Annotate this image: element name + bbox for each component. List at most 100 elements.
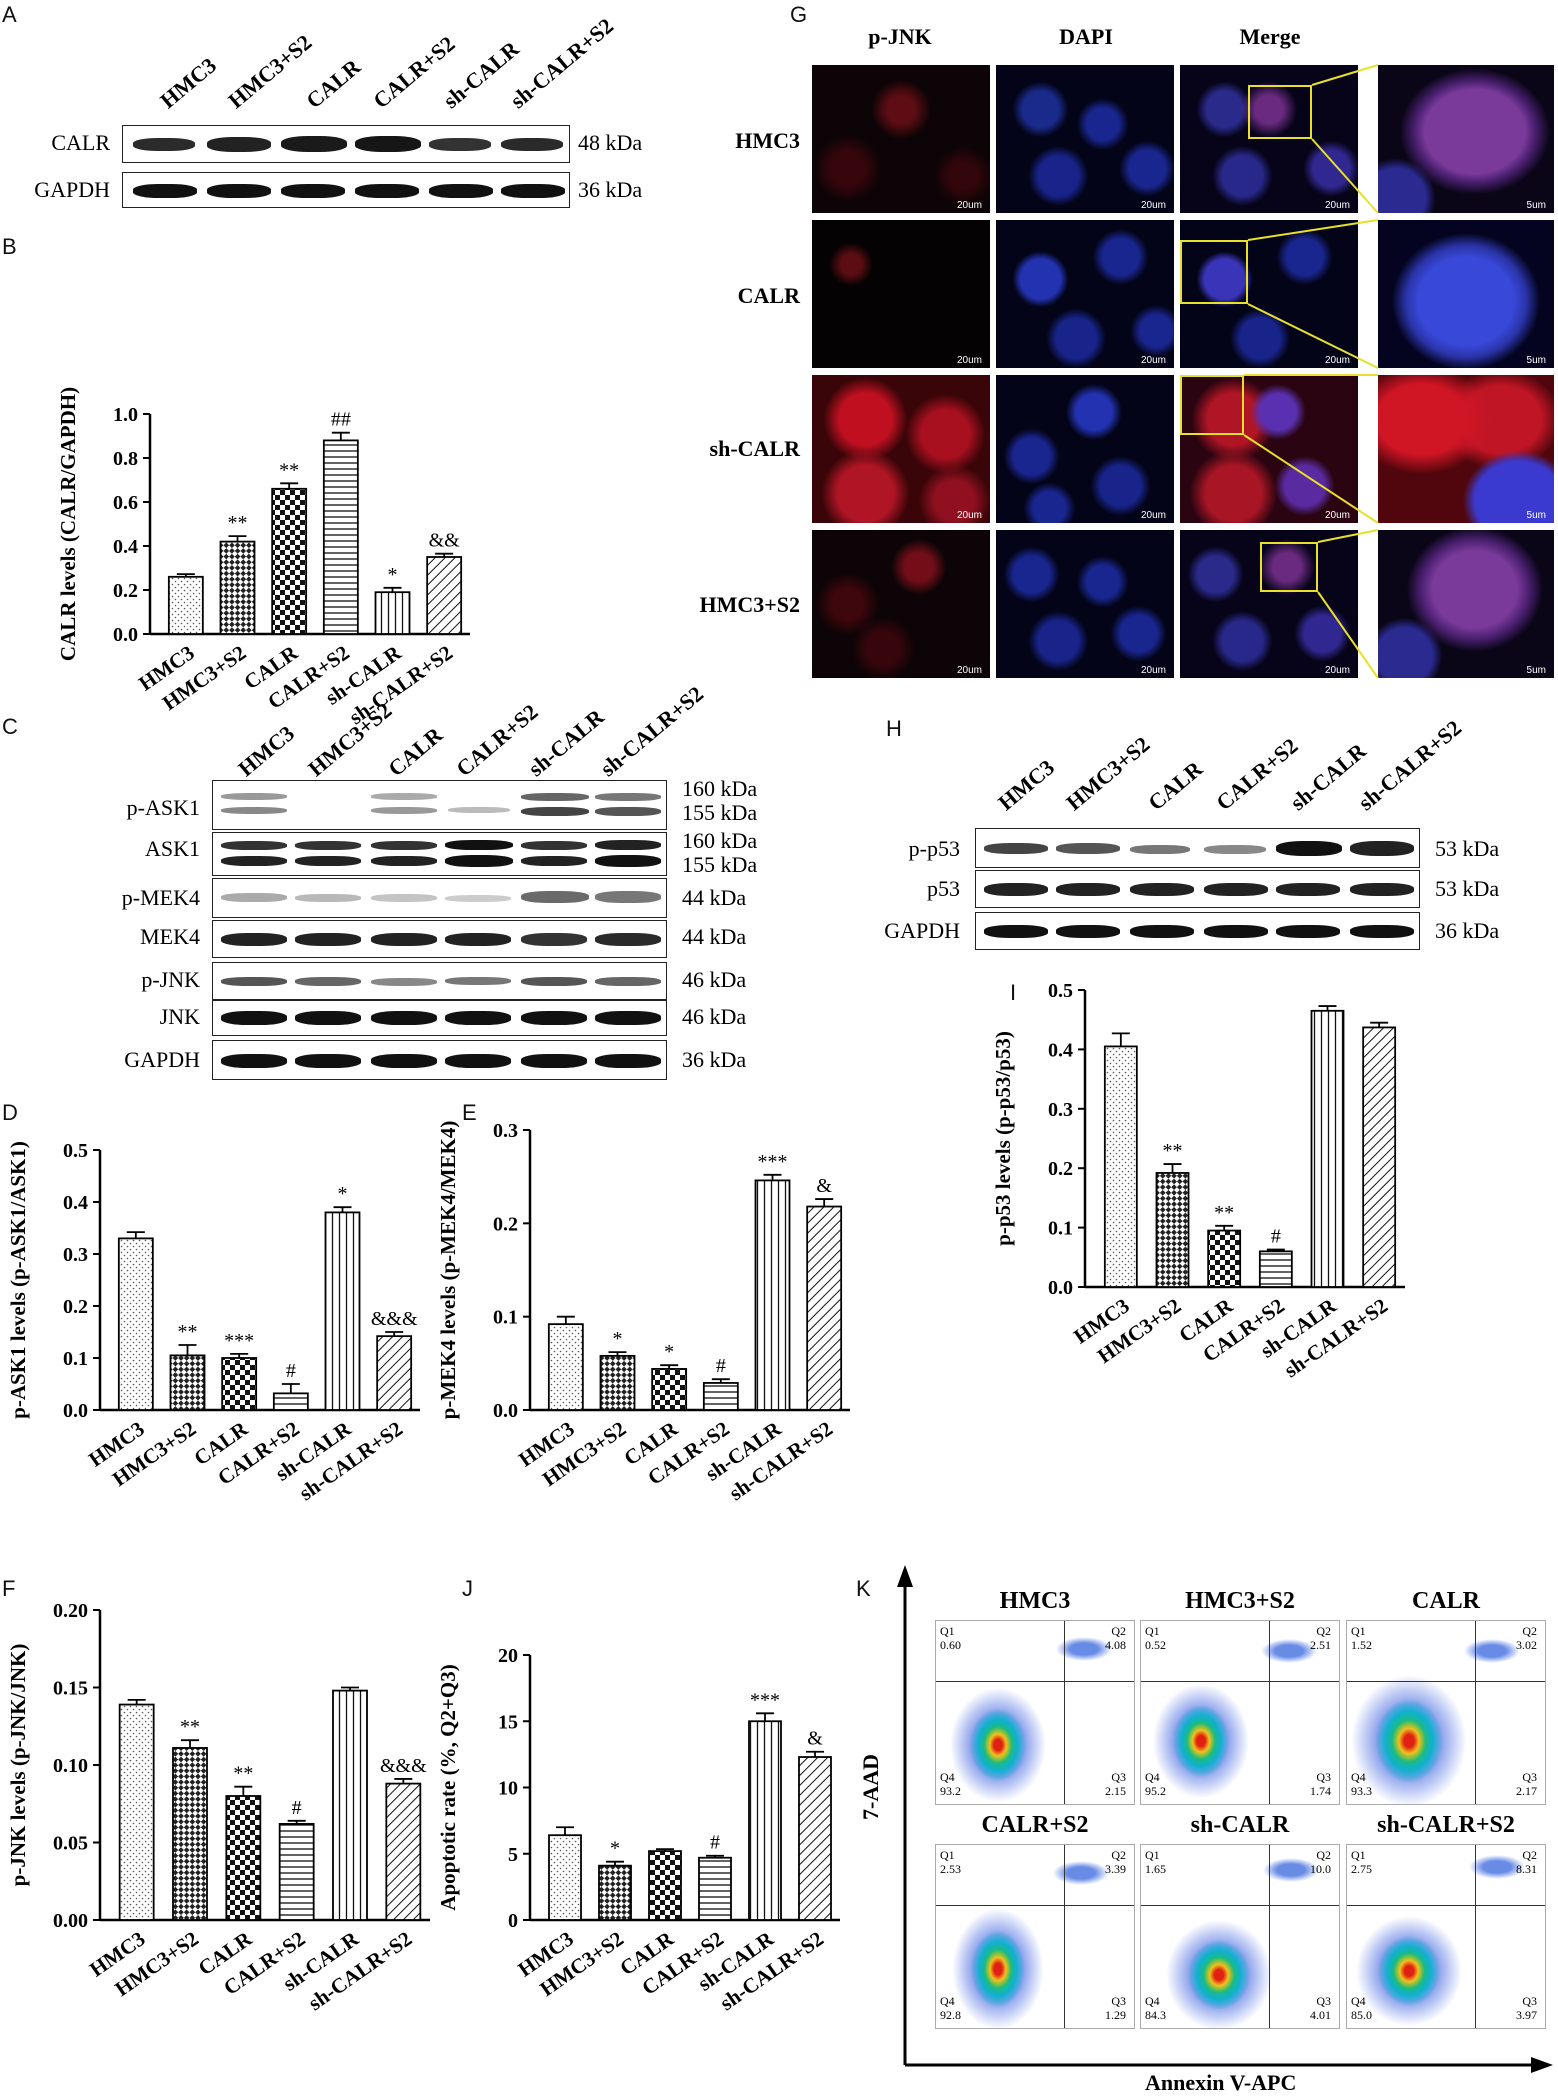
bar xyxy=(1103,1045,1138,1288)
scale-bar: 20um xyxy=(956,355,982,366)
zoom-box xyxy=(1260,542,1318,592)
quadrant-label: Q4 xyxy=(1351,1770,1366,1784)
quadrant-value: 3.97 xyxy=(1516,2008,1537,2022)
significance-label: ** xyxy=(1214,1202,1234,1224)
y-tick-label: 0.10 xyxy=(53,1755,88,1777)
blot-strip-mek4 xyxy=(212,920,667,958)
significance-label: ** xyxy=(228,512,248,534)
flow-y-label: 7-AAD xyxy=(858,1754,883,1820)
bar xyxy=(221,1357,258,1411)
significance-label: ** xyxy=(178,1321,198,1343)
quadrant-q3: Q3 2.15 xyxy=(1105,1770,1126,1798)
quadrant-q2: Q2 8.31 xyxy=(1516,1848,1537,1876)
micrograph-pjnk: 20um xyxy=(812,375,990,523)
significance-label: & xyxy=(816,1175,832,1197)
quadrant-value: 92.8 xyxy=(940,2008,961,2022)
blot-strip-p-mek4 xyxy=(212,878,667,918)
lane-label: CALR xyxy=(301,54,366,114)
quadrant-gate-vertical xyxy=(1269,1845,1270,2028)
quadrant-value: 4.01 xyxy=(1310,2008,1331,2022)
quadrant-label: Q2 xyxy=(1316,1848,1331,1862)
blot-strip-ask1 xyxy=(212,832,667,876)
micrograph-zoom: 5um xyxy=(1378,375,1554,523)
y-tick-label: 0.0 xyxy=(493,1400,518,1422)
quadrant-q4: Q4 92.8 xyxy=(940,1994,961,2022)
lane-label: HMC3 xyxy=(233,720,299,782)
micrograph-pjnk: 20um xyxy=(812,530,990,678)
quadrant-value: 93.2 xyxy=(940,1784,961,1798)
lane-label: sh-CALR+S2 xyxy=(505,12,619,114)
y-tick-label: 0.1 xyxy=(1048,1218,1073,1240)
significance-label: ** xyxy=(1163,1140,1183,1162)
scale-bar: 20um xyxy=(1324,510,1350,521)
bar xyxy=(219,540,256,635)
row-label: CALR xyxy=(737,283,800,308)
quadrant-q1: Q1 1.65 xyxy=(1145,1848,1166,1876)
bar xyxy=(172,1747,208,1921)
blot-kda: 48 kDa xyxy=(578,130,643,155)
quadrant-q1: Q1 2.75 xyxy=(1351,1848,1372,1876)
y-tick-label: 5 xyxy=(508,1844,518,1866)
panel-letter-b: B xyxy=(2,234,17,259)
y-axis-label: p-ASK1 levels (p-ASK1/ASK1) xyxy=(6,1141,30,1419)
bar xyxy=(1362,1026,1397,1288)
bar xyxy=(1207,1229,1242,1288)
quadrant-q4: Q4 84.3 xyxy=(1145,1994,1166,2022)
quadrant-label: Q1 xyxy=(940,1848,955,1862)
flow-plot: Q1 1.65 Q2 10.0 Q4 84.3 Q3 4.01 xyxy=(1140,1844,1340,2029)
y-tick-label: 0.20 xyxy=(53,1600,88,1622)
lane-label: sh-CALR+S2 xyxy=(1353,714,1467,816)
quadrant-gate-horizontal xyxy=(936,1905,1134,1906)
bar xyxy=(754,1179,791,1411)
panel-letter-c: C xyxy=(2,714,18,739)
quadrant-q1: Q1 0.60 xyxy=(940,1624,961,1652)
quadrant-value: 3.02 xyxy=(1516,1638,1537,1652)
bar xyxy=(599,1354,636,1411)
quadrant-value: 2.51 xyxy=(1310,1638,1331,1652)
lane-label: CALR xyxy=(383,722,448,782)
significance-label: * xyxy=(338,1183,348,1205)
blot-kda: 53 kDa xyxy=(1435,836,1500,861)
bar xyxy=(748,1720,782,1921)
y-tick-label: 0.8 xyxy=(113,448,138,470)
bar xyxy=(806,1205,843,1411)
blot-strip-gapdh xyxy=(212,1040,667,1080)
significance-label: * xyxy=(613,1328,623,1350)
y-tick-label: 0.05 xyxy=(53,1833,88,1855)
quadrant-value: 1.29 xyxy=(1105,2008,1126,2022)
quadrant-q4: Q4 93.2 xyxy=(940,1770,961,1798)
zoom-box xyxy=(1180,240,1248,304)
flow-plot: Q1 0.60 Q2 4.08 Q4 93.2 Q3 2.15 xyxy=(935,1620,1135,1805)
micrograph-zoom: 5um xyxy=(1378,65,1554,213)
y-tick-label: 0 xyxy=(508,1910,518,1932)
lane-label: HMC3 xyxy=(155,52,221,114)
bar xyxy=(547,1323,584,1411)
y-tick-label: 0.3 xyxy=(493,1120,518,1142)
row-label: HMC3 xyxy=(735,128,800,153)
significance-label: ** xyxy=(180,1716,200,1738)
quadrant-label: Q4 xyxy=(940,1994,955,2008)
blot-kda: 36 kDa xyxy=(578,177,643,202)
quadrant-value: 2.53 xyxy=(940,1862,961,1876)
bar xyxy=(118,1703,155,1921)
significance-label: ## xyxy=(331,409,351,431)
quadrant-gate-vertical xyxy=(1064,1845,1065,2028)
micrograph-dapi: 20um xyxy=(996,65,1174,213)
scale-bar: 20um xyxy=(1140,355,1166,366)
blot-row-label: p-p53 xyxy=(908,836,960,861)
y-axis-label: p-MEK4 levels (p-MEK4/MEK4) xyxy=(436,1121,460,1420)
panel-letter-h: H xyxy=(886,716,902,741)
quadrant-q4: Q4 85.0 xyxy=(1351,1994,1372,2022)
bar xyxy=(651,1368,688,1411)
y-tick-label: 10 xyxy=(498,1778,518,1800)
quadrant-label: Q2 xyxy=(1522,1848,1537,1862)
quadrant-label: Q3 xyxy=(1316,1994,1331,2008)
blot-kda: 53 kDa xyxy=(1435,876,1500,901)
blot-row-label: GAPDH xyxy=(124,1047,200,1072)
y-axis-label: p-JNK levels (p-JNK/JNK) xyxy=(6,1644,30,1887)
flow-axes xyxy=(897,1565,1553,2073)
quadrant-value: 84.3 xyxy=(1145,2008,1166,2022)
quadrant-label: Q1 xyxy=(1145,1848,1160,1862)
bar xyxy=(117,1237,154,1411)
micrograph-dapi: 20um xyxy=(996,220,1174,368)
